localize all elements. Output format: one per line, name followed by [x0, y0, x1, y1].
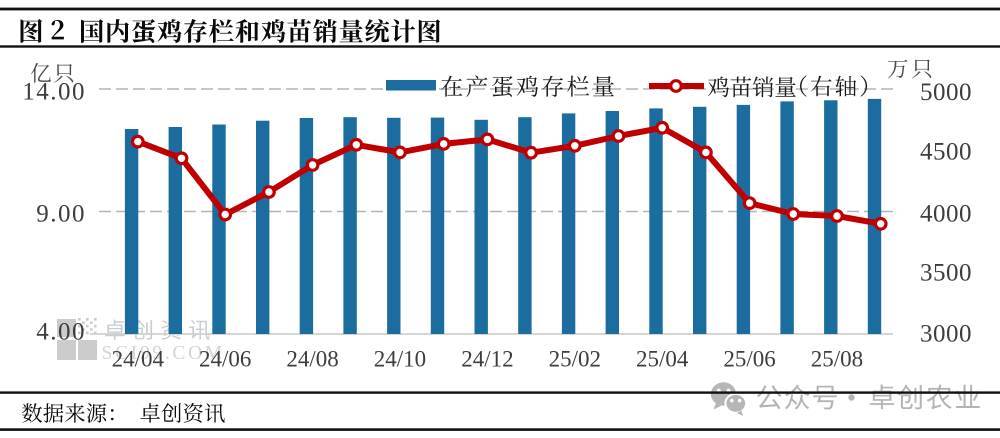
- svg-text:9.00: 9.00: [36, 200, 86, 227]
- svg-text:24/12: 24/12: [461, 347, 513, 372]
- svg-text:14.00: 14.00: [22, 79, 86, 106]
- svg-text:24/04: 24/04: [112, 347, 165, 372]
- svg-text:3000: 3000: [920, 320, 972, 347]
- svg-text:4.00: 4.00: [36, 318, 86, 345]
- svg-text:3500: 3500: [920, 259, 972, 286]
- svg-text:24/10: 24/10: [374, 347, 426, 372]
- svg-text:25/02: 25/02: [549, 347, 601, 372]
- svg-text:SCI99.COM: SCI99.COM: [102, 343, 225, 364]
- svg-text:24/08: 24/08: [286, 347, 338, 372]
- svg-text:25/06: 25/06: [723, 347, 775, 372]
- svg-text:25/04: 25/04: [636, 347, 689, 372]
- svg-text:4000: 4000: [920, 200, 972, 227]
- svg-text:4500: 4500: [920, 138, 972, 165]
- svg-text:5000: 5000: [920, 79, 972, 106]
- svg-text:24/06: 24/06: [199, 347, 251, 372]
- svg-text:25/08: 25/08: [811, 347, 863, 372]
